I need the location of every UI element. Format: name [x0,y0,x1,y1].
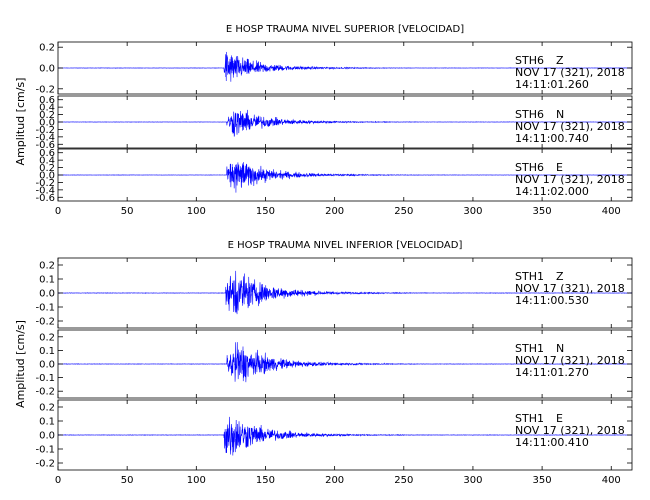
y-tick-label: -0.2 [35,317,55,328]
station-name: STH6 [515,54,544,67]
record-time: 14:11:00.740 [515,132,589,145]
x-tick-label: 50 [121,206,134,217]
y-tick-label: 0.1 [39,417,55,428]
x-tick-label: 150 [256,475,275,486]
record-time: 14:11:02.000 [515,185,589,198]
station-label: STH6 N [515,108,564,121]
waveform-line [57,109,633,137]
y-tick-label: 0.0 [39,289,55,300]
component-name: Z [556,54,564,67]
component-name: Z [556,270,564,283]
waveform-line [57,51,633,82]
component-name: N [556,342,564,355]
station-label: STH6 E [515,161,563,174]
y-tick-label: -0.6 [35,140,55,151]
x-tick-label: 350 [533,206,552,217]
x-tick-label: 100 [187,475,206,486]
y-tick-label: 0.6 [39,95,55,106]
chart-group-1: E HOSP TRAUMA NIVEL SUPERIOR [VELOCIDAD]… [14,24,633,217]
record-time: 14:11:00.410 [515,436,589,449]
station-name: STH1 [515,412,544,425]
y-tick-label: 0.2 [39,43,55,54]
chart-title: E HOSP TRAUMA NIVEL INFERIOR [VELOCIDAD] [228,240,463,251]
x-tick-label: 250 [394,206,413,217]
x-tick-label: 0 [55,475,61,486]
x-tick-label: 50 [121,475,134,486]
record-date: NOV 17 (321), 2018 [515,173,625,186]
y-tick-label: 0.2 [39,403,55,414]
y-tick-label: 0.0 [39,64,55,75]
station-label: STH1 Z [515,270,564,283]
waveform-line [57,270,633,315]
x-tick-label: 300 [463,206,482,217]
record-date: NOV 17 (321), 2018 [515,354,625,367]
y-tick-label: 0.0 [39,360,55,371]
station-name: STH6 [515,108,544,121]
component-name: N [556,108,564,121]
y-tick-label: -0.2 [35,459,55,470]
record-time: 14:11:00.530 [515,294,589,307]
record-date: NOV 17 (321), 2018 [515,66,625,79]
chart-group-2: E HOSP TRAUMA NIVEL INFERIOR [VELOCIDAD]… [14,240,633,486]
station-label: STH6 Z [515,54,564,67]
y-tick-label: -0.4 [35,132,55,143]
x-tick-label: 0 [55,206,61,217]
station-name: STH1 [515,270,544,283]
x-tick-label: 100 [187,206,206,217]
waveform-line [57,162,633,193]
x-tick-label: 300 [463,475,482,486]
waveform-line [57,342,633,383]
y-tick-label: 0.0 [39,431,55,442]
record-date: NOV 17 (321), 2018 [515,120,625,133]
y-tick-label: -0.2 [35,387,55,398]
y-axis-label: Amplitud [cm/s] [14,78,27,166]
y-tick-label: 0.0 [39,118,55,129]
component-name: E [556,412,563,425]
y-tick-label: 0.2 [39,110,55,121]
y-tick-label: -0.1 [35,445,55,456]
y-tick-label: 0.1 [39,346,55,357]
y-tick-label: -0.1 [35,373,55,384]
x-tick-label: 200 [325,475,344,486]
component-name: E [556,161,563,174]
x-tick-label: 400 [602,206,621,217]
y-tick-label: 0.2 [39,261,55,272]
y-tick-label: 0.4 [39,156,55,167]
x-tick-label: 200 [325,206,344,217]
y-tick-label: 0.4 [39,103,55,114]
record-date: NOV 17 (321), 2018 [515,424,625,437]
record-time: 14:11:01.260 [515,78,589,91]
y-axis-label: Amplitud [cm/s] [14,320,27,408]
record-time: 14:11:01.270 [515,366,589,379]
y-tick-label: -0.2 [35,178,55,189]
station-name: STH1 [515,342,544,355]
record-date: NOV 17 (321), 2018 [515,282,625,295]
y-tick-label: 0.1 [39,275,55,286]
x-tick-label: 150 [256,206,275,217]
station-name: STH6 [515,161,544,174]
station-label: STH1 N [515,342,564,355]
y-tick-label: 0.2 [39,163,55,174]
y-tick-label: 0.2 [39,332,55,343]
y-tick-label: -0.2 [35,125,55,136]
chart-title: E HOSP TRAUMA NIVEL SUPERIOR [VELOCIDAD] [226,24,464,35]
y-tick-label: 0.0 [39,171,55,182]
y-tick-label: -0.1 [35,303,55,314]
station-label: STH1 E [515,412,563,425]
x-tick-label: 250 [394,475,413,486]
y-tick-label: -0.2 [35,84,55,95]
x-tick-label: 400 [602,475,621,486]
waveform-line [57,416,633,456]
y-tick-label: -0.4 [35,185,55,196]
y-tick-label: 0.6 [39,148,55,159]
y-tick-label: -0.6 [35,193,55,204]
x-tick-label: 350 [533,475,552,486]
